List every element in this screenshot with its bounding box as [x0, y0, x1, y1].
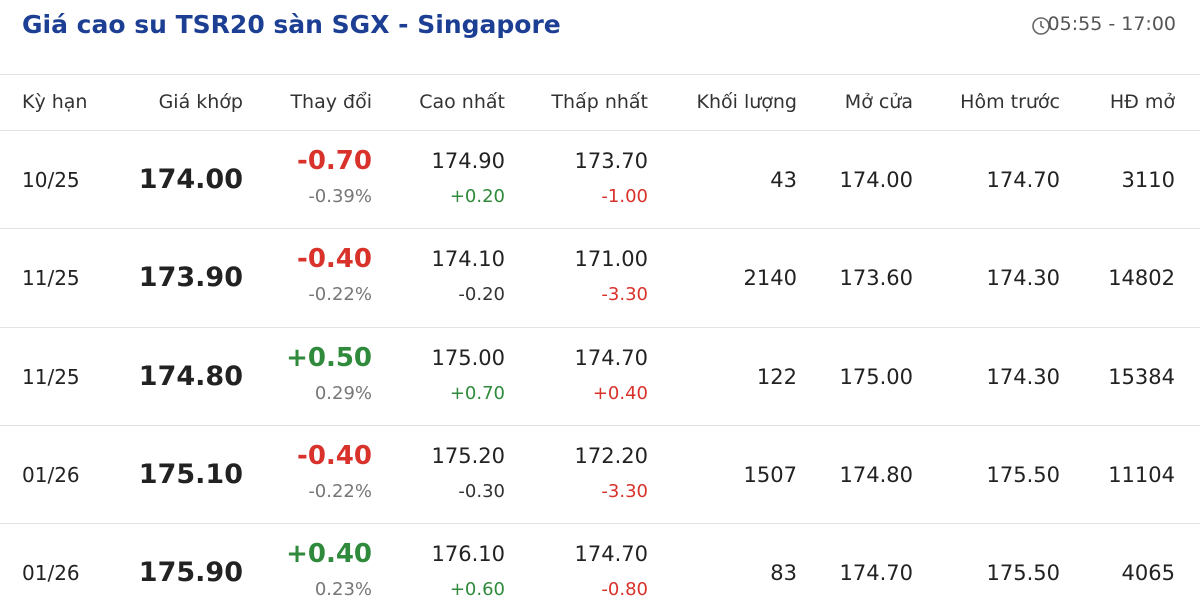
open: 174.70 — [839, 561, 913, 586]
volume: 1507 — [743, 462, 797, 487]
high-diff: +0.60 — [449, 579, 505, 601]
open: 173.60 — [839, 266, 913, 291]
time-range: 05:55 - 17:00 — [1047, 13, 1176, 35]
volume: 2140 — [743, 266, 797, 291]
price: 174.80 — [138, 360, 243, 392]
column-header: Cao nhất — [419, 91, 505, 113]
term: 01/26 — [22, 462, 80, 487]
row-divider — [0, 326, 1200, 328]
low: 172.20 — [574, 443, 648, 468]
column-header: Mở cửa — [844, 91, 913, 113]
prev: 175.50 — [986, 561, 1060, 586]
column-header: Thay đổi — [290, 91, 372, 113]
high: 174.90 — [431, 149, 505, 173]
open: 175.00 — [839, 364, 913, 389]
divider — [0, 74, 1200, 75]
change: +0.50 — [286, 342, 372, 373]
open: 174.00 — [839, 168, 913, 192]
change: -0.40 — [297, 244, 372, 275]
price: 175.10 — [138, 458, 243, 490]
column-header: Thấp nhất — [551, 91, 648, 113]
low: 173.70 — [574, 149, 648, 173]
change: -0.40 — [297, 440, 372, 471]
volume: 43 — [770, 168, 797, 192]
volume: 122 — [756, 364, 797, 389]
volume: 83 — [770, 561, 797, 586]
low-diff: -3.30 — [601, 284, 648, 306]
prev: 175.50 — [986, 462, 1060, 487]
price: 175.90 — [138, 557, 243, 589]
price: 174.00 — [138, 164, 243, 195]
high: 175.20 — [431, 443, 505, 468]
clock-icon — [1032, 17, 1050, 35]
high: 174.10 — [431, 247, 505, 272]
open-interest: 3110 — [1121, 168, 1175, 192]
change-percent: -0.39% — [308, 186, 372, 207]
high: 176.10 — [431, 542, 505, 567]
prev: 174.30 — [986, 364, 1060, 389]
open-interest: 11104 — [1108, 462, 1175, 487]
column-header: Kỳ hạn — [22, 91, 88, 113]
term: 11/25 — [22, 266, 80, 291]
divider — [0, 130, 1200, 131]
high: 175.00 — [431, 345, 505, 370]
high-diff: +0.20 — [449, 186, 505, 207]
high-diff: -0.30 — [458, 480, 505, 502]
low-diff: -3.30 — [601, 480, 648, 502]
change: +0.40 — [286, 539, 372, 570]
low-diff: -0.80 — [601, 579, 648, 601]
prev: 174.30 — [986, 266, 1060, 291]
open: 174.80 — [839, 462, 913, 487]
low-diff: +0.40 — [592, 382, 648, 404]
change-percent: -0.22% — [308, 480, 372, 502]
term: 10/25 — [22, 168, 80, 192]
price: 173.90 — [138, 262, 243, 294]
row-divider — [0, 424, 1200, 426]
column-header: Giá khớp — [158, 91, 243, 113]
change-percent: -0.22% — [308, 284, 372, 306]
column-header: HĐ mở — [1109, 91, 1175, 113]
row-divider — [0, 228, 1200, 230]
low: 171.00 — [574, 247, 648, 272]
low: 174.70 — [574, 345, 648, 370]
page-title: Giá cao su TSR20 sàn SGX - Singapore — [22, 10, 561, 39]
low: 174.70 — [574, 542, 648, 567]
term: 11/25 — [22, 364, 80, 389]
change: -0.70 — [297, 146, 372, 176]
row-divider — [0, 523, 1200, 525]
high-diff: +0.70 — [449, 382, 505, 404]
low-diff: -1.00 — [601, 186, 648, 207]
prev: 174.70 — [986, 168, 1060, 192]
change-percent: 0.29% — [314, 382, 372, 404]
open-interest: 4065 — [1121, 561, 1175, 586]
open-interest: 15384 — [1108, 364, 1175, 389]
column-header: Hôm trước — [960, 91, 1060, 113]
high-diff: -0.20 — [458, 284, 505, 306]
open-interest: 14802 — [1108, 266, 1175, 291]
column-header: Khối lượng — [696, 91, 798, 113]
change-percent: 0.23% — [314, 579, 372, 601]
term: 01/26 — [22, 561, 80, 586]
